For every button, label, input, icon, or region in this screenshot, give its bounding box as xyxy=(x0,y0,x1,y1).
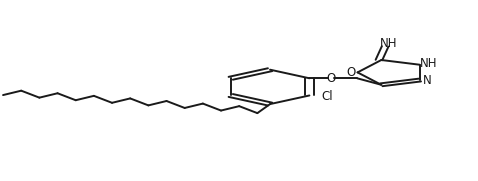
Text: Cl: Cl xyxy=(322,90,334,103)
Text: N: N xyxy=(423,74,431,87)
Text: O: O xyxy=(347,66,356,79)
Text: NH: NH xyxy=(380,37,398,50)
Text: NH: NH xyxy=(420,57,437,70)
Text: O: O xyxy=(326,72,336,85)
